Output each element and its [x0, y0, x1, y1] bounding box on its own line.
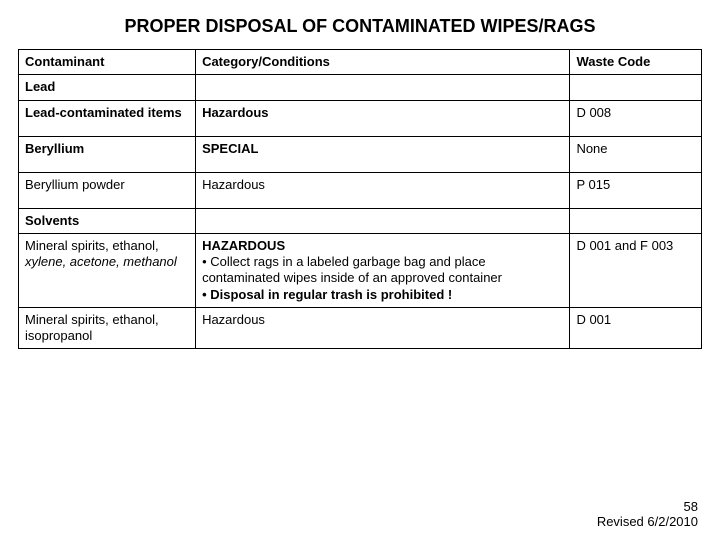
table-row: Beryllium SPECIAL None	[19, 136, 702, 172]
cell-category: Hazardous	[196, 307, 570, 349]
page-footer: 58 Revised 6/2/2010	[597, 499, 698, 530]
section-header-lead: Lead	[19, 75, 196, 100]
disposal-table: Contaminant Category/Conditions Waste Co…	[18, 49, 702, 349]
cell-category: Hazardous	[196, 100, 570, 136]
category-bullet: • Collect rags in a labeled garbage bag …	[202, 254, 563, 287]
cell-category: HAZARDOUS • Collect rags in a labeled ga…	[196, 233, 570, 307]
cell-code: D 001	[570, 307, 702, 349]
cell-empty	[196, 75, 570, 100]
cell-empty	[196, 208, 570, 233]
page-number: 58	[597, 499, 698, 515]
category-title: HAZARDOUS	[202, 238, 563, 254]
table-row: Mineral spirits, ethanol, isopropanol Ha…	[19, 307, 702, 349]
revised-date: Revised 6/2/2010	[597, 514, 698, 530]
header-waste-code: Waste Code	[570, 50, 702, 75]
contaminant-line2: xylene, acetone, methanol	[25, 254, 177, 269]
section-header-solvents: Solvents	[19, 208, 196, 233]
table-row: Mineral spirits, ethanol, xylene, aceton…	[19, 233, 702, 307]
cell-category: SPECIAL	[196, 136, 570, 172]
cell-category: Hazardous	[196, 172, 570, 208]
table-header-row: Contaminant Category/Conditions Waste Co…	[19, 50, 702, 75]
cell-empty	[570, 208, 702, 233]
cell-empty	[570, 75, 702, 100]
contaminant-line1: Mineral spirits, ethanol,	[25, 238, 159, 253]
header-category: Category/Conditions	[196, 50, 570, 75]
cell-code: None	[570, 136, 702, 172]
table-row: Beryllium powder Hazardous P 015	[19, 172, 702, 208]
cell-contaminant: Beryllium powder	[19, 172, 196, 208]
cell-code: D 008	[570, 100, 702, 136]
page-title: PROPER DISPOSAL OF CONTAMINATED WIPES/RA…	[18, 16, 702, 37]
page: PROPER DISPOSAL OF CONTAMINATED WIPES/RA…	[0, 0, 720, 540]
cell-contaminant: Lead-contaminated items	[19, 100, 196, 136]
cell-contaminant: Mineral spirits, ethanol, xylene, aceton…	[19, 233, 196, 307]
table-row: Lead-contaminated items Hazardous D 008	[19, 100, 702, 136]
contaminant-line2: isopropanol	[25, 328, 92, 343]
table-row: Solvents	[19, 208, 702, 233]
cell-contaminant: Mineral spirits, ethanol, isopropanol	[19, 307, 196, 349]
cell-code: D 001 and F 003	[570, 233, 702, 307]
table-row: Lead	[19, 75, 702, 100]
cell-contaminant: Beryllium	[19, 136, 196, 172]
contaminant-line1: Mineral spirits, ethanol,	[25, 312, 159, 327]
cell-code: P 015	[570, 172, 702, 208]
category-bullet: • Disposal in regular trash is prohibite…	[202, 287, 563, 303]
header-contaminant: Contaminant	[19, 50, 196, 75]
